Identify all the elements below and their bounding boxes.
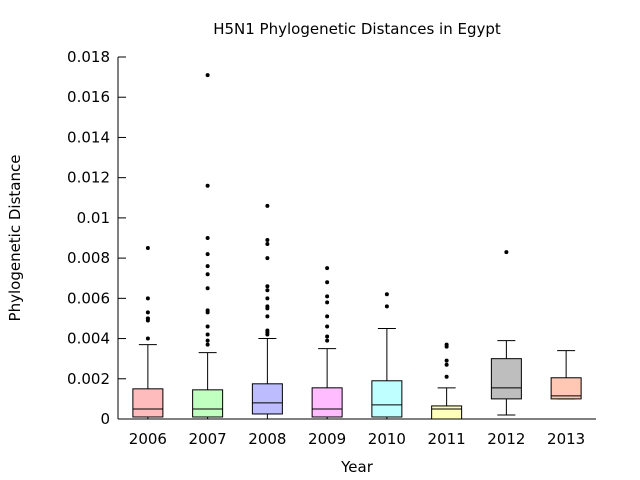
outlier-point [265,332,270,337]
chart-title: H5N1 Phylogenetic Distances in Egypt [213,20,501,38]
outlier-point [205,338,210,343]
outlier-point [265,242,270,247]
outlier-point [265,256,270,261]
outlier-point [265,314,270,319]
box-2012 [490,358,522,400]
x-tick-label: 2013 [547,430,585,448]
y-tick-label: 0 [100,410,110,428]
box-2008 [251,383,283,415]
outlier-point [205,310,210,315]
outlier-point [205,264,210,269]
y-tick-label: 0.012 [67,169,110,187]
outlier-point [384,304,389,309]
outlier-point [384,292,389,297]
y-tick-label: 0.016 [67,88,110,106]
outlier-point [205,73,210,78]
outlier-point [205,236,210,240]
outlier-point [325,334,330,339]
box-2010 [371,380,403,418]
y-axis-label: Phylogenetic Distance [6,155,24,322]
box-2009 [311,387,343,418]
outlier-point [205,183,210,188]
outlier-point [205,324,210,329]
outlier-point [325,314,330,319]
outlier-point [145,296,150,301]
x-tick-label: 2007 [189,430,227,448]
outlier-point [444,374,449,379]
y-tick-label: 0.014 [67,128,110,146]
y-tick-label: 0.01 [77,209,110,227]
box-2006 [132,388,164,418]
outlier-point [325,280,330,285]
outlier-point [265,284,270,289]
x-tick-label: 2006 [129,430,167,448]
x-tick-label: 2012 [487,430,525,448]
outlier-point [205,342,210,347]
outlier-point [265,288,270,293]
outlier-point [145,310,150,315]
outlier-point [265,203,270,208]
outlier-point [265,296,270,301]
outlier-point [444,358,449,363]
x-tick-label: 2008 [248,430,286,448]
outlier-point [205,252,210,257]
box-2011 [431,405,463,420]
outlier-point [145,336,150,341]
outlier-point [265,238,270,243]
y-tick-label: 0.002 [67,370,110,388]
outlier-point [444,362,449,367]
outlier-point [325,294,330,299]
y-tick-label: 0.004 [67,330,110,348]
outlier-point [504,250,509,255]
y-tick-label: 0.018 [67,48,110,66]
outlier-point [205,272,210,277]
x-axis-label: Year [340,458,374,476]
x-tick-label: 2010 [368,430,406,448]
outlier-point [265,306,270,311]
outlier-point [325,324,330,329]
box-2013 [550,377,582,400]
x-tick-label: 2009 [308,430,346,448]
outlier-point [325,300,330,305]
y-tick-label: 0.008 [67,249,110,267]
outlier-point [145,318,150,323]
outlier-point [325,338,330,343]
outlier-point [325,266,330,271]
outlier-point [145,246,150,251]
outlier-point [205,332,210,337]
outlier-point [444,344,449,349]
y-tick-label: 0.006 [67,289,110,307]
box-2007 [192,389,224,418]
x-tick-label: 2011 [428,430,466,448]
outlier-point [205,286,210,291]
